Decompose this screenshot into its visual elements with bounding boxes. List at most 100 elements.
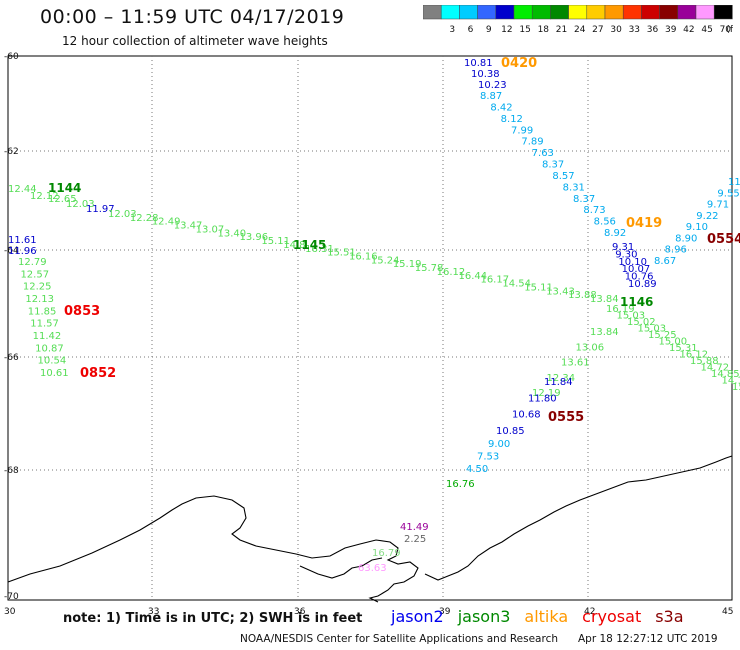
wave-height-value: 16.12 — [680, 350, 709, 361]
wave-height-value: 15.8 — [732, 382, 740, 393]
wave-height-value: 11.84 — [544, 377, 573, 388]
colorbar-tick-label: 18 — [538, 25, 550, 35]
pass-time-label: 0853 — [64, 304, 100, 319]
satellite-legend: jason2 jason3 altika cryosat s3a — [391, 607, 698, 626]
longitude-label: 30 — [4, 607, 16, 617]
wave-height-value: 10.87 — [35, 343, 64, 354]
legend-entry-jason2: jason2 — [391, 607, 444, 626]
wave-height-value: 15.25 — [648, 330, 677, 341]
wave-height-value: 11.61 — [8, 235, 37, 246]
wave-height-value: 12.65 — [48, 194, 77, 205]
wave-height-value: 15.11 — [524, 282, 553, 293]
generated-timestamp: Apr 18 12:27:12 UTC 2019 — [578, 633, 718, 645]
latitude-label: -64 — [4, 246, 19, 256]
latitude-label: -70 — [4, 592, 19, 602]
colorbar-tick-label: 45 — [701, 25, 712, 35]
wave-height-value: 10.81 — [464, 58, 493, 69]
wave-height-value: 9.31 — [612, 242, 634, 253]
wave-height-value: 9.30 — [615, 249, 637, 260]
wave-height-value: 8.31 — [563, 182, 585, 193]
wave-height-value: 11.42 — [33, 331, 62, 342]
wave-height-value: 11.80 — [528, 393, 557, 404]
pass-time-label: 1145 — [293, 238, 326, 252]
map-title: 00:00 – 11:59 UTC 04/17/2019 — [40, 6, 345, 28]
wave-height-value: 14.8 — [283, 240, 305, 251]
wave-height-value: 16.19 — [606, 304, 635, 315]
wave-height-value: 12.44 — [8, 184, 37, 195]
pass-time-label: 0852 — [80, 366, 116, 381]
wave-height-value: 41.49 — [400, 522, 429, 533]
wave-height-value: 9.55 — [717, 188, 739, 199]
wave-height-value: 12.13 — [25, 294, 54, 305]
colorbar-tick-label: 39 — [665, 25, 677, 35]
wave-height-value: 16.17 — [480, 275, 509, 286]
wave-height-value: 9.00 — [488, 439, 510, 450]
wave-height-value: 4.50 — [466, 464, 488, 475]
wave-height-value: 9.71 — [707, 200, 729, 211]
wave-height-value: 14.85 — [711, 369, 740, 380]
colorbar-tick-label: 33 — [629, 25, 640, 35]
wave-height-value: 16.79 — [372, 548, 401, 559]
wave-height-value: 15.88 — [690, 356, 719, 367]
wave-height-value: 8.90 — [675, 233, 697, 244]
wave-height-value: 13.88 — [568, 290, 597, 301]
longitude-label: 42 — [584, 607, 595, 617]
colorbar-unit-label: (ft) — [726, 25, 733, 35]
colorbar-tick-label: 15 — [519, 25, 530, 35]
pass-time-label: 0554 — [707, 232, 740, 247]
wave-height-value: 15.02 — [627, 317, 656, 328]
wave-height-value: 15.03 — [638, 324, 667, 335]
wave-height-value: 16.76 — [446, 479, 475, 490]
wave-height-value: 12.12 — [30, 191, 59, 202]
wave-height-value: 15.51 — [327, 248, 356, 259]
pass-time-label: 0420 — [501, 56, 537, 71]
pass-time-label: 0555 — [548, 410, 584, 425]
wave-height-value: 7.89 — [521, 137, 543, 148]
colorbar-tick-label: 27 — [592, 25, 603, 35]
pass-time-label: 0419 — [626, 216, 662, 231]
longitude-label: 33 — [148, 607, 159, 617]
wave-height-value: 13.96 — [239, 232, 268, 243]
wave-height-value: 12.25 — [23, 282, 52, 293]
wave-height-value: 8.56 — [594, 217, 616, 228]
longitude-label: 39 — [439, 607, 451, 617]
colorbar-tick-label: 36 — [647, 25, 659, 35]
wave-height-value: 13.06 — [576, 342, 605, 353]
colorbar-swatch — [713, 5, 733, 20]
wave-height-value: 9.10 — [686, 222, 708, 233]
wave-height-value: 14.72 — [701, 363, 730, 374]
wave-height-value: 13.07 — [196, 224, 225, 235]
wave-height-value: 12.57 — [20, 269, 49, 280]
wave-height-value: 10.85 — [496, 426, 525, 437]
wave-height-value: 16.12 — [437, 267, 466, 278]
pass-time-label: 1144 — [48, 181, 81, 195]
wave-height-value: 12.19 — [532, 388, 561, 399]
wave-height-value: 12.79 — [18, 257, 47, 268]
wave-height-value: 13.47 — [174, 221, 203, 232]
legend-entry-s3a: s3a — [655, 607, 684, 626]
colorbar-tick-label: 42 — [683, 25, 694, 35]
wave-height-value: 10.89 — [628, 279, 657, 290]
wave-height-value: 10.23 — [478, 80, 507, 91]
longitude-label: 45 — [722, 607, 733, 617]
wave-height-value: 63.63 — [358, 563, 387, 574]
pass-time-label: 1146 — [620, 295, 653, 309]
wave-height-value: 11.97 — [86, 204, 115, 215]
wave-height-value: 10.07 — [622, 264, 651, 275]
wave-height-value: 13.84 — [590, 327, 619, 338]
wave-height-value: 10.68 — [512, 410, 541, 421]
wave-height-value: 13.84 — [590, 294, 619, 305]
wave-height-value: 16.16 — [349, 252, 378, 263]
wave-height-value: 7.63 — [532, 148, 554, 159]
legend-entry-jason3: jason3 — [457, 607, 511, 626]
colorbar-tick-label: 3 — [449, 25, 455, 35]
latitude-label: -68 — [4, 466, 19, 476]
wave-height-value: 8.57 — [552, 171, 574, 182]
colorbar-tick-label: 6 — [468, 25, 474, 35]
longitude-label: 36 — [294, 607, 306, 617]
wave-height-value: 15.24 — [371, 255, 400, 266]
colorbar-tick-label: 24 — [574, 25, 586, 35]
map-frame — [7, 55, 733, 601]
wave-height-value: 8.73 — [583, 205, 605, 216]
wave-height-value: 9.22 — [696, 211, 718, 222]
